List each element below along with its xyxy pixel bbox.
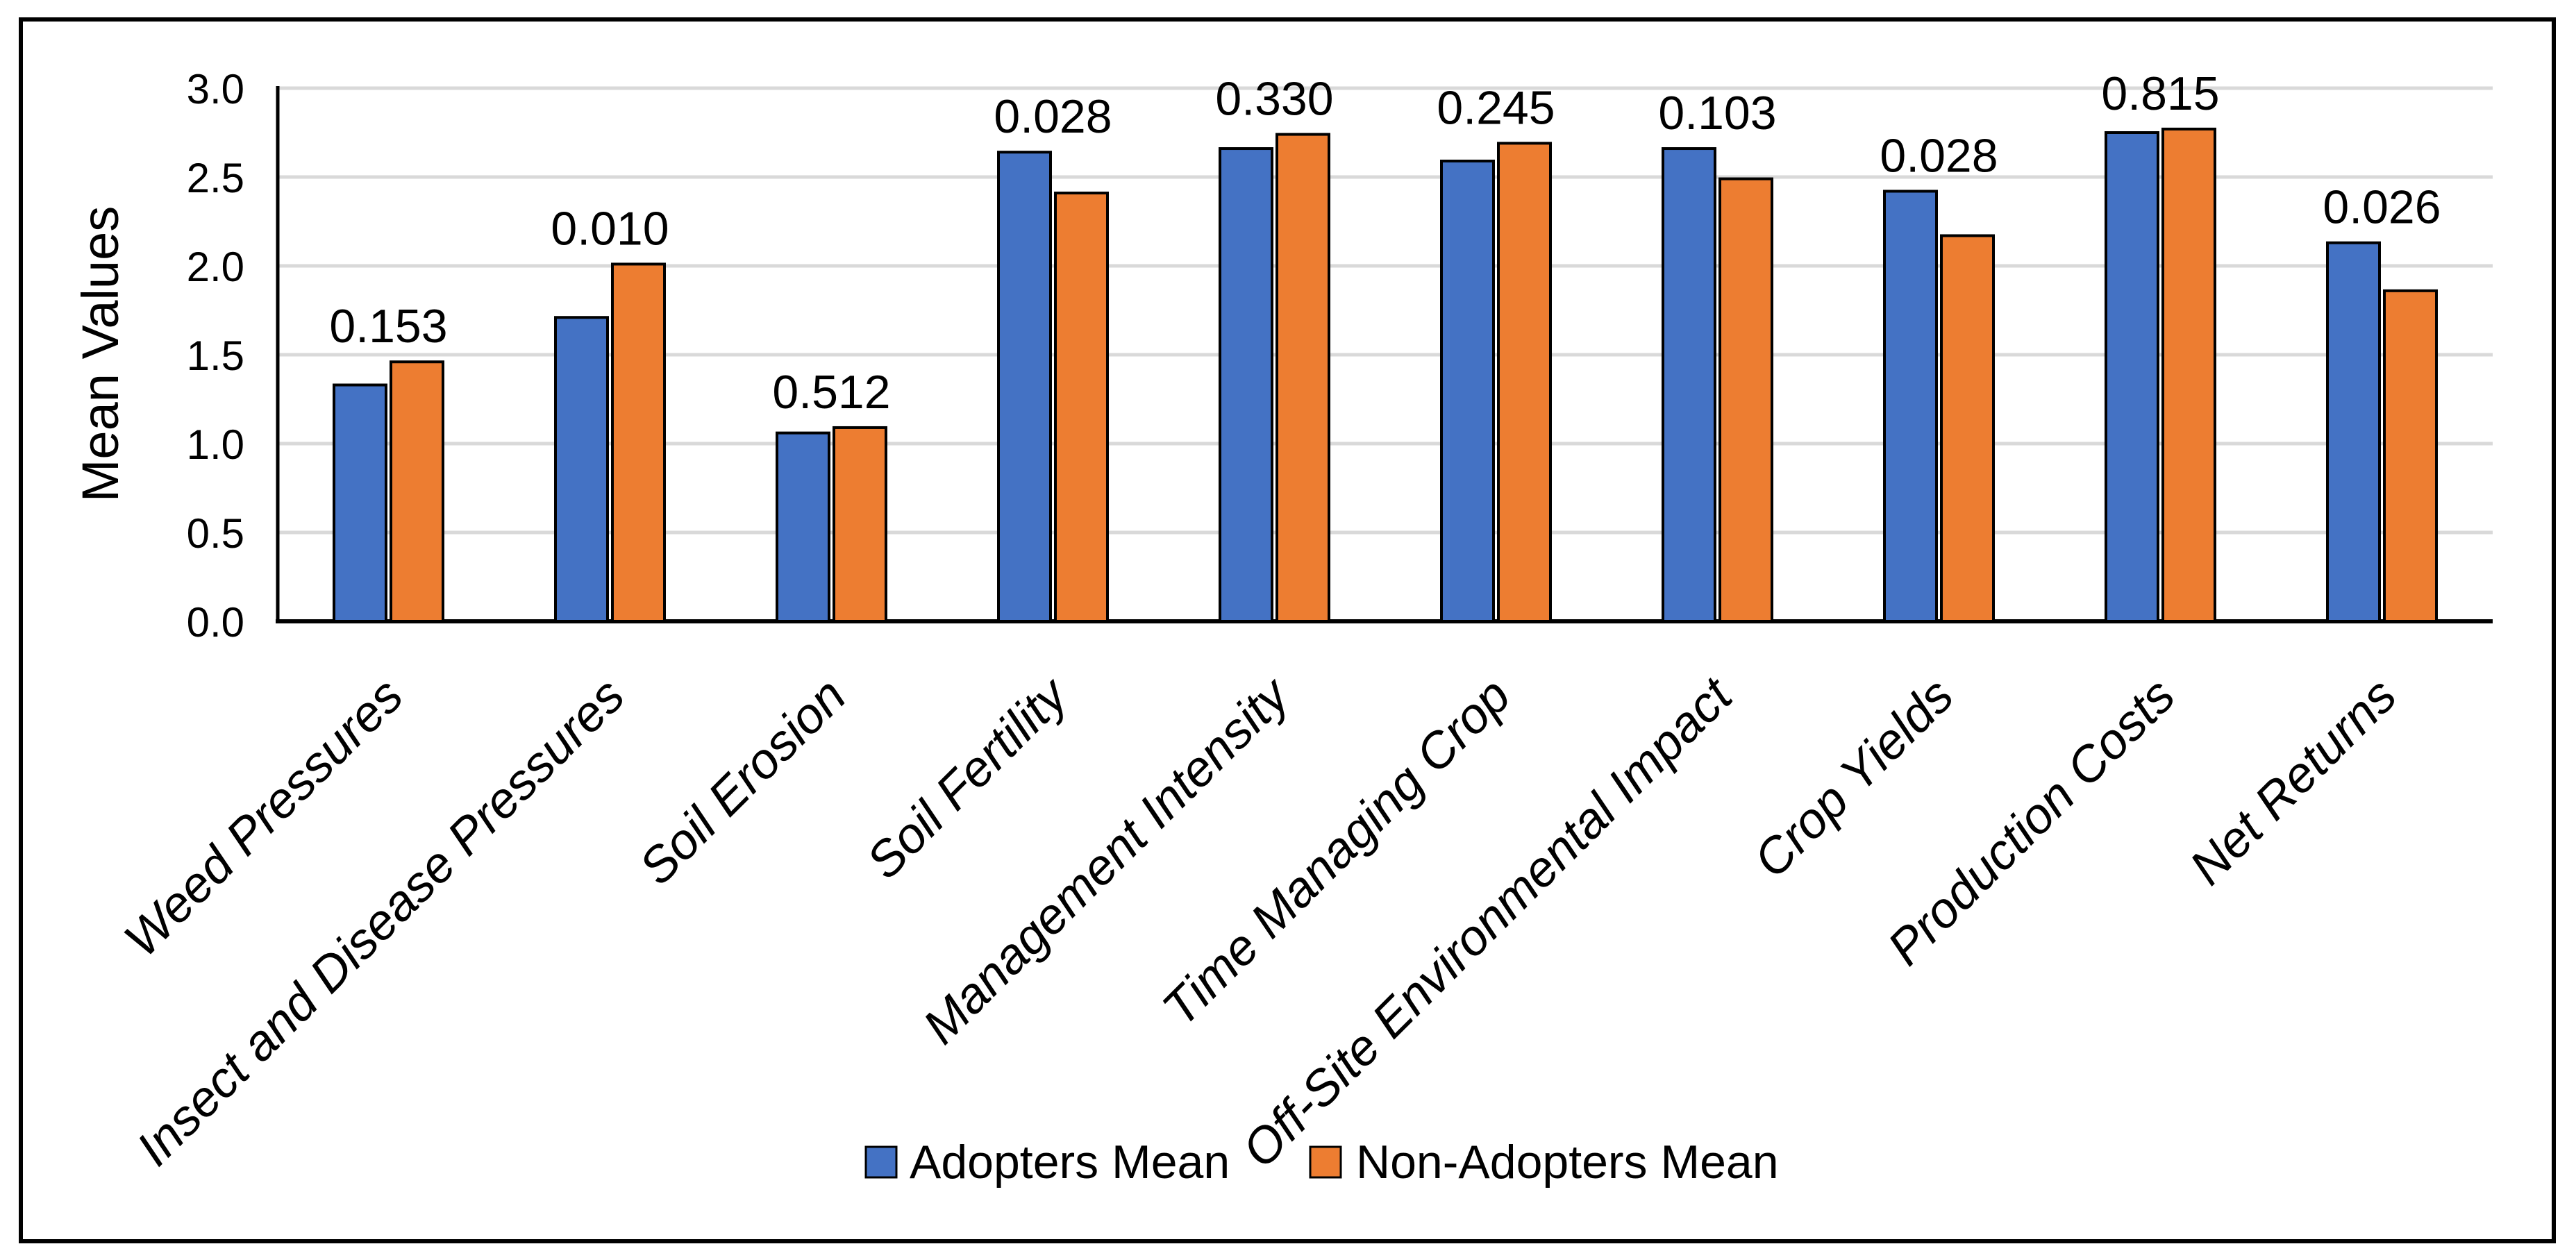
bar-non-adopters-mean-crop-yields xyxy=(1940,234,1995,623)
bar-non-adopters-mean-insect-and-disease-pressures xyxy=(611,262,666,623)
bar-adopters-mean-time-managing-crop xyxy=(1440,159,1495,623)
data-label-management-intensity: 0.330 xyxy=(1215,73,1333,126)
legend-swatch-adopters xyxy=(864,1145,898,1179)
bar-adopters-mean-crop-yields xyxy=(1883,190,1938,623)
bar-non-adopters-mean-off-site-environmental-impact xyxy=(1718,177,1773,623)
data-label-off-site-environmental-impact: 0.103 xyxy=(1658,87,1776,140)
bar-non-adopters-mean-production-costs xyxy=(2161,127,2216,623)
bar-non-adopters-mean-time-managing-crop xyxy=(1497,142,1552,623)
bar-adopters-mean-weed-pressures xyxy=(333,383,387,623)
legend-swatch-non-adopters xyxy=(1309,1145,1342,1179)
bar-adopters-mean-soil-erosion xyxy=(776,431,830,623)
bar-adopters-mean-management-intensity xyxy=(1219,147,1273,623)
y-tick-labels: 0.0 0.5 1.0 1.5 2.0 2.5 3.0 xyxy=(187,66,244,646)
data-label-production-costs: 0.815 xyxy=(2101,67,2219,120)
y-tick-0.5: 0.5 xyxy=(187,510,244,557)
data-label-time-managing-crop: 0.245 xyxy=(1437,81,1555,134)
y-tick-1.0: 1.0 xyxy=(187,421,244,468)
y-tick-0.0: 0.0 xyxy=(187,599,244,646)
data-label-net-returns: 0.026 xyxy=(2323,181,2441,234)
bar-adopters-mean-off-site-environmental-impact xyxy=(1662,147,1716,623)
bar-non-adopters-mean-soil-fertility xyxy=(1054,192,1109,623)
y-tick-2.5: 2.5 xyxy=(187,155,244,201)
bar-adopters-mean-production-costs xyxy=(2105,131,2159,623)
bar-non-adopters-mean-management-intensity xyxy=(1276,133,1330,623)
bar-adopters-mean-net-returns xyxy=(2326,241,2381,623)
data-label-crop-yields: 0.028 xyxy=(1880,129,1998,182)
y-tick-2.0: 2.0 xyxy=(187,244,244,290)
data-label-insect-and-disease-pressures: 0.010 xyxy=(551,202,669,255)
bar-non-adopters-mean-weed-pressures xyxy=(390,360,444,623)
bar-non-adopters-mean-soil-erosion xyxy=(833,426,887,623)
y-axis-title: Mean Values xyxy=(72,206,129,502)
data-label-weed-pressures: 0.153 xyxy=(329,300,447,353)
bar-adopters-mean-soil-fertility xyxy=(997,151,1052,623)
bar-labels: 0.153 0.010 0.512 0.028 0.330 0.245 0.103 0.028… xyxy=(329,67,2441,419)
bar-non-adopters-mean-net-returns xyxy=(2383,289,2438,623)
bars xyxy=(333,127,2438,623)
bar-adopters-mean-insect-and-disease-pressures xyxy=(554,316,609,623)
y-tick-1.5: 1.5 xyxy=(187,333,244,379)
legend-label-non-adopters: Non-Adopters Mean xyxy=(1356,1136,1779,1188)
y-tick-3.0: 3.0 xyxy=(187,66,244,112)
legend: Adopters Mean Non-Adopters Mean xyxy=(864,1136,1779,1188)
legend-label-adopters: Adopters Mean xyxy=(910,1136,1230,1188)
data-label-soil-erosion: 0.512 xyxy=(772,366,890,419)
data-label-soil-fertility: 0.028 xyxy=(994,90,1112,143)
